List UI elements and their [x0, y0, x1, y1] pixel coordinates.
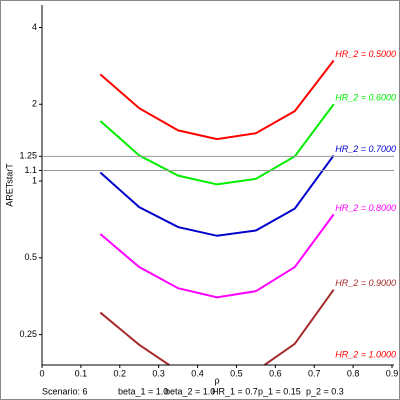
- series-line: [99, 59, 335, 141]
- series-line: [99, 213, 335, 299]
- y-tick-label: 0.25: [19, 329, 37, 339]
- x-tick-label: 0.1: [75, 368, 88, 378]
- footer-text: HR_1 = 0.7: [212, 386, 258, 396]
- x-tick-label: 0.5: [230, 368, 243, 378]
- series-label: HR_2 = 0.6000: [335, 93, 396, 103]
- annotation: HR_2 = 1.0000: [335, 349, 396, 359]
- x-axis-label: ρ: [214, 375, 219, 385]
- footer-text: Scenario: 6: [42, 386, 88, 396]
- y-axis-label: ARETstarT: [4, 163, 14, 207]
- footer-text: beta_2 = 1.0: [165, 386, 215, 396]
- y-tick-label: 0.5: [24, 252, 37, 262]
- plot-area: [99, 59, 335, 365]
- x-tick-label: 0.9: [386, 368, 399, 378]
- footer-text: p_1 = 0.15: [258, 386, 301, 396]
- series-line: [99, 289, 335, 365]
- series-label: HR_2 = 0.5000: [335, 49, 396, 59]
- series-label: HR_2 = 0.9000: [335, 278, 396, 288]
- series-label: HR_2 = 0.8000: [335, 203, 396, 213]
- x-tick-label: 0.7: [308, 368, 321, 378]
- x-tick-label: 0.6: [269, 368, 282, 378]
- y-tick-label: 2: [32, 99, 37, 109]
- series-label: HR_2 = 0.7000: [335, 144, 396, 154]
- x-tick-label: 0.3: [152, 368, 165, 378]
- y-tick-label: 1: [32, 175, 37, 185]
- series-line: [99, 154, 335, 237]
- y-tick-label: 1.25: [19, 151, 37, 161]
- y-tick-label: 4: [32, 22, 37, 32]
- series-line: [99, 103, 335, 186]
- x-tick-label: 0.2: [114, 368, 127, 378]
- x-tick-label: 0.4: [191, 368, 204, 378]
- footer-text: beta_1 = 1.0: [118, 386, 168, 396]
- x-tick-label: 0.8: [347, 368, 360, 378]
- footer-text: p_2 = 0.3: [306, 386, 344, 396]
- x-tick-label: 0: [39, 368, 44, 378]
- y-tick-label: 1.1: [24, 165, 37, 175]
